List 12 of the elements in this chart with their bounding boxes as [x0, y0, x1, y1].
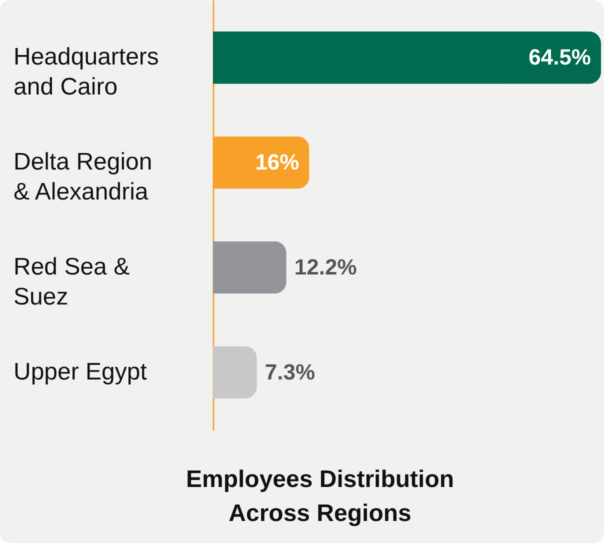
- y-tick-label: Delta Region & Alexandria: [14, 148, 152, 206]
- bar: [213, 346, 257, 399]
- y-tick-label: Upper Egypt: [14, 358, 148, 386]
- data-label: 7.3%: [264, 359, 316, 384]
- text: Employees Distribution Across Regions: [186, 466, 454, 527]
- bar: [213, 241, 286, 294]
- data-label: 64.5%: [528, 44, 591, 70]
- y-tick-label: Red Sea & Suez: [14, 253, 130, 310]
- data-label: 12.2%: [294, 254, 357, 280]
- bar: [213, 31, 601, 84]
- data-label: 16%: [255, 150, 300, 175]
- y-tick-label: Headquarters and Cairo: [14, 44, 159, 101]
